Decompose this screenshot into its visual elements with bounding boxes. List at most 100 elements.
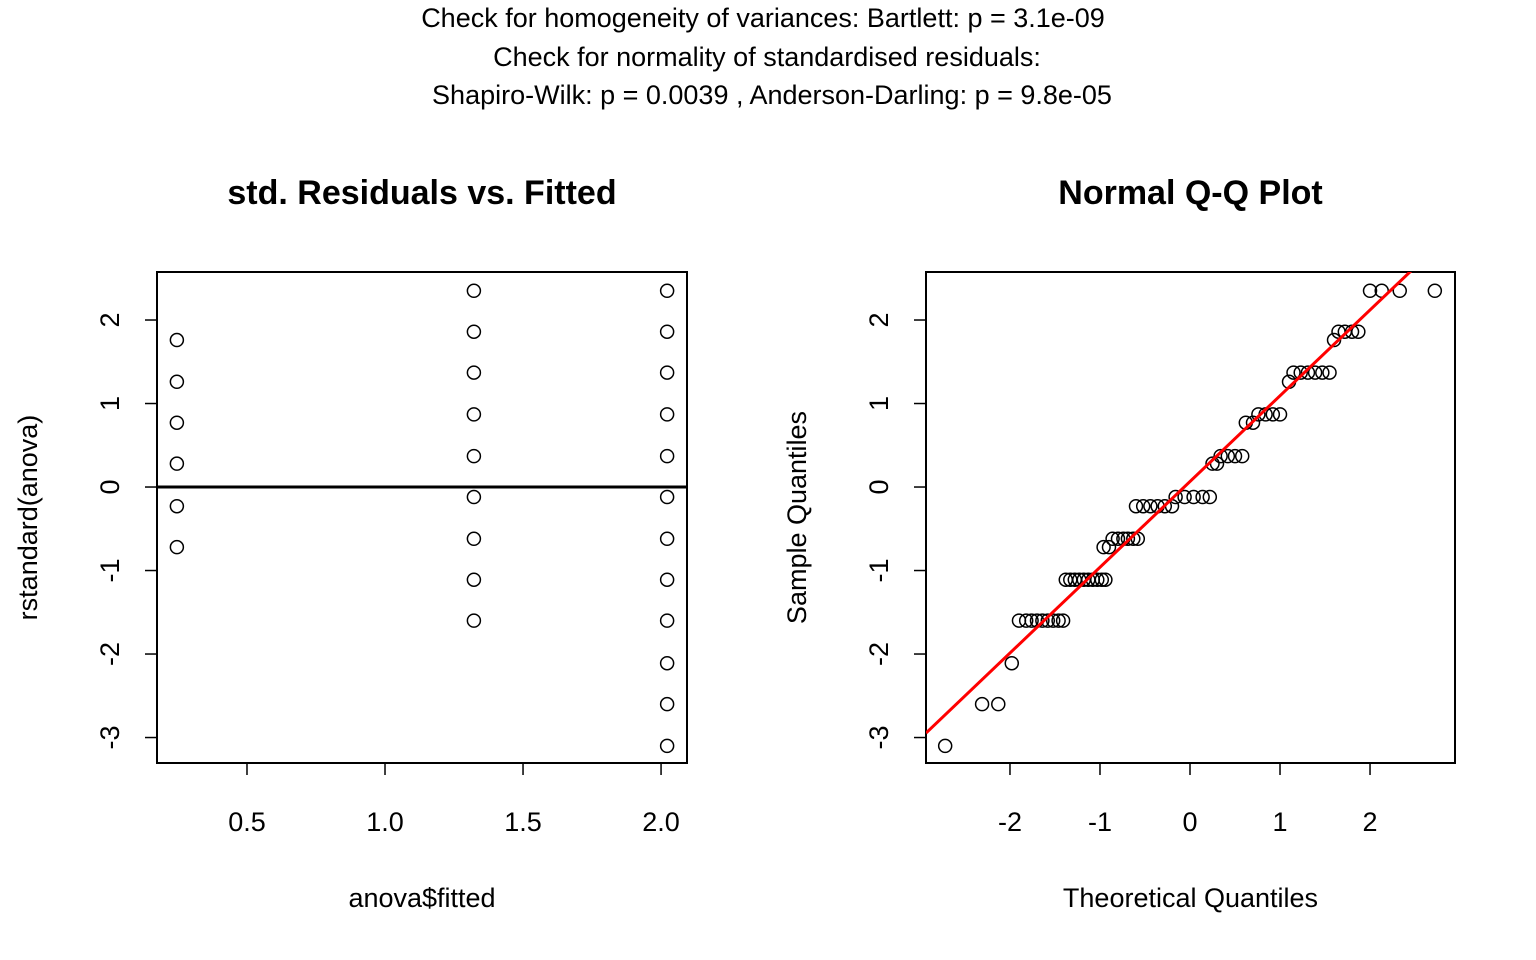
x-tick-label: 2 xyxy=(1363,807,1378,837)
point xyxy=(169,415,185,430)
point xyxy=(1307,365,1323,380)
point xyxy=(1105,531,1120,547)
point xyxy=(1322,365,1337,380)
suptitle: Check for homogeneity of variances: Bart… xyxy=(421,3,1105,33)
plot-box xyxy=(925,271,1456,764)
y-tick-label: 0 xyxy=(95,480,125,495)
suptitle: Shapiro-Wilk: p = 0.0039 , Anderson-Darl… xyxy=(432,80,1112,110)
point xyxy=(1094,572,1110,587)
point xyxy=(1195,489,1210,505)
point xyxy=(466,365,482,380)
point xyxy=(1120,531,1136,547)
point xyxy=(169,374,185,390)
point xyxy=(1245,415,1261,430)
point xyxy=(659,448,675,464)
point xyxy=(659,738,675,754)
point xyxy=(1004,655,1020,671)
point xyxy=(1168,489,1183,505)
point xyxy=(1351,324,1366,339)
point xyxy=(1272,407,1288,422)
x-tick-label: 1.0 xyxy=(366,807,404,837)
y-tick-label: -2 xyxy=(95,642,125,666)
y-axis-label: rstandard(anova) xyxy=(13,415,43,621)
point xyxy=(466,572,482,587)
point xyxy=(974,696,990,712)
panel-title: Normal Q-Q Plot xyxy=(1058,174,1322,212)
panel: std. Residuals vs. Fitted anova$fitted rst… xyxy=(13,174,688,913)
point xyxy=(1286,365,1301,380)
point xyxy=(659,283,675,299)
point xyxy=(659,613,675,628)
y-tick-label: 2 xyxy=(95,312,125,327)
point xyxy=(466,613,482,628)
point xyxy=(1126,531,1141,547)
panel-title: std. Residuals vs. Fitted xyxy=(227,174,616,212)
panel: Normal Q-Q Plot Theoretical Quantiles Samp… xyxy=(782,174,1456,913)
point xyxy=(659,531,675,547)
y-tick-label: 1 xyxy=(864,396,894,411)
x-tick-label: 1 xyxy=(1273,807,1288,837)
point xyxy=(169,456,185,471)
point xyxy=(1143,498,1158,514)
point xyxy=(1128,498,1144,514)
point xyxy=(659,365,675,380)
x-tick-label: 1.5 xyxy=(504,807,542,837)
point xyxy=(466,448,482,464)
point xyxy=(1234,448,1250,464)
y-tick-label: 0 xyxy=(864,480,894,495)
point xyxy=(1055,613,1071,628)
point xyxy=(1110,531,1126,547)
point xyxy=(1362,283,1378,299)
point xyxy=(1051,613,1066,628)
point xyxy=(1265,407,1281,422)
point xyxy=(1177,489,1192,505)
y-tick-label: -1 xyxy=(864,559,894,583)
point xyxy=(1293,365,1308,380)
point xyxy=(659,655,675,671)
point xyxy=(659,696,675,712)
point xyxy=(1135,498,1151,514)
y-tick-label: 2 xyxy=(864,312,894,327)
point xyxy=(659,489,675,505)
x-axis-label: Theoretical Quantiles xyxy=(1063,883,1318,913)
suptitle: Check for normality of standardised resi… xyxy=(493,42,1041,72)
x-tick-label: 2.0 xyxy=(642,807,680,837)
x-tick-label: -1 xyxy=(1088,807,1112,837)
point xyxy=(1300,365,1316,380)
point xyxy=(466,531,482,547)
point xyxy=(1090,572,1105,587)
point xyxy=(1045,613,1061,628)
x-tick-label: 0 xyxy=(1182,807,1197,837)
y-axis-label: Sample Quantiles xyxy=(782,411,812,624)
point xyxy=(169,498,185,514)
point xyxy=(1251,407,1266,422)
point xyxy=(1040,613,1056,628)
point xyxy=(1035,613,1050,628)
point xyxy=(1101,539,1117,555)
point xyxy=(1098,572,1113,587)
point xyxy=(1392,283,1407,299)
point xyxy=(1202,489,1218,505)
point xyxy=(1315,365,1330,380)
y-tick-label: 1 xyxy=(95,396,125,411)
point xyxy=(937,738,953,754)
point xyxy=(466,407,482,422)
y-tick-label: -2 xyxy=(864,642,894,666)
point xyxy=(1227,448,1243,464)
point xyxy=(169,539,185,555)
point xyxy=(1024,613,1039,628)
point xyxy=(659,407,675,422)
point xyxy=(1427,283,1443,299)
x-tick-label: 0.5 xyxy=(228,807,266,837)
point xyxy=(1220,448,1236,464)
point xyxy=(1213,448,1228,464)
point xyxy=(466,489,482,505)
qq-line xyxy=(926,272,1413,735)
point xyxy=(1186,489,1201,505)
x-axis-label: anova$fitted xyxy=(348,883,495,913)
point xyxy=(1018,613,1034,628)
plot-box xyxy=(156,271,688,764)
point xyxy=(991,696,1006,712)
y-tick-label: -3 xyxy=(95,726,125,750)
